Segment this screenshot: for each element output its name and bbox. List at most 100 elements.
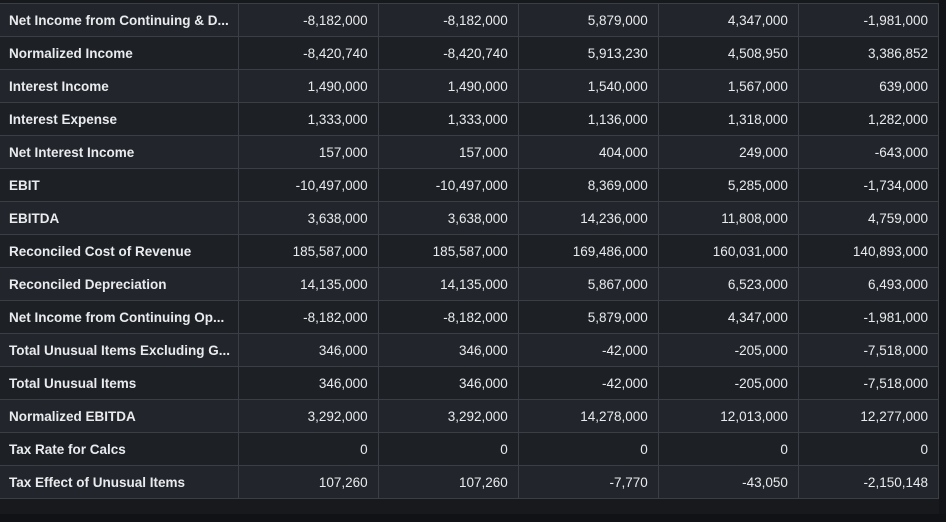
table-row: Net Income from Continuing Op... -8,182,0… [0,300,940,334]
row-label: Total Unusual Items [0,366,239,400]
table-cell-value: 185,587,000 [238,234,379,268]
table-row: Normalized Income -8,420,740 -8,420,740 5,9… [0,36,940,70]
table-cell-value: 11,808,000 [658,201,799,235]
table-cell-value: 1,540,000 [518,69,659,103]
table-row: Tax Rate for Calcs 0 0 0 0 0 [0,432,940,466]
table-cell-value: -42,000 [518,333,659,367]
table-cell-value: 8,369,000 [518,168,659,202]
financials-table: Net Income from Continuing & D... -8,182,… [0,3,940,499]
table-cell-value: 1,333,000 [378,102,519,136]
table-cell-value: 3,638,000 [238,201,379,235]
table-cell-value: 140,893,000 [798,234,940,268]
table-cell-value: -7,518,000 [798,366,940,400]
table-row: Tax Effect of Unusual Items 107,260 107,26… [0,465,940,499]
row-label: Total Unusual Items Excluding G... [0,333,239,367]
table-cell-value: 1,490,000 [238,69,379,103]
table-row: Reconciled Depreciation 14,135,000 14,135,… [0,267,940,301]
table-cell-value: 107,260 [238,465,379,499]
table-cell-value: -8,182,000 [238,300,379,334]
table-cell-value: 4,347,000 [658,300,799,334]
table-row: Reconciled Cost of Revenue 185,587,000 185… [0,234,940,268]
table-cell-value: 3,638,000 [378,201,519,235]
row-label: Normalized Income [0,36,239,70]
table-cell-value: 346,000 [378,366,519,400]
table-cell-value: 14,236,000 [518,201,659,235]
table-cell-value: 5,879,000 [518,300,659,334]
table-cell-value: 1,318,000 [658,102,799,136]
table-row: Total Unusual Items 346,000 346,000 -42,000… [0,366,940,400]
table-row: Interest Expense 1,333,000 1,333,000 1,136,… [0,102,940,136]
table-cell-value: -8,182,000 [238,3,379,37]
table-cell-value: 14,135,000 [378,267,519,301]
table-cell-value: 3,292,000 [238,399,379,433]
table-cell-value: -1,981,000 [798,3,940,37]
table-cell-value: -8,420,740 [238,36,379,70]
table-cell-value: 0 [658,432,799,466]
table-cell-value: -7,770 [518,465,659,499]
table-cell-value: 14,278,000 [518,399,659,433]
table-cell-value: -10,497,000 [238,168,379,202]
row-label: Tax Effect of Unusual Items [0,465,239,499]
table-cell-value: -205,000 [658,333,799,367]
table-cell-value: 5,879,000 [518,3,659,37]
table-cell-value: 6,493,000 [798,267,940,301]
table-cell-value: 404,000 [518,135,659,169]
table-cell-value: 107,260 [378,465,519,499]
table-row: Net Income from Continuing & D... -8,182,… [0,3,940,37]
table-cell-value: 4,347,000 [658,3,799,37]
row-label: Net Income from Continuing & D... [0,3,239,37]
table-row: Interest Income 1,490,000 1,490,000 1,540,0… [0,69,940,103]
row-label: Net Interest Income [0,135,239,169]
table-cell-value: 0 [518,432,659,466]
table-cell-value: 1,282,000 [798,102,940,136]
table-cell-value: 346,000 [378,333,519,367]
row-label: EBIT [0,168,239,202]
table-cell-value: 157,000 [378,135,519,169]
table-cell-value: 3,386,852 [798,36,940,70]
table-cell-value: 0 [238,432,379,466]
table-cell-value: 346,000 [238,333,379,367]
table-cell-value: 5,867,000 [518,267,659,301]
scrollbar-track[interactable] [939,0,946,514]
table-cell-value: -43,050 [658,465,799,499]
table-cell-value: 4,759,000 [798,201,940,235]
table-cell-value: -1,734,000 [798,168,940,202]
row-label: EBITDA [0,201,239,235]
table-cell-value: -8,420,740 [378,36,519,70]
table-cell-value: 1,333,000 [238,102,379,136]
table-cell-value: 5,913,230 [518,36,659,70]
table-row: EBITDA 3,638,000 3,638,000 14,236,000 11,808… [0,201,940,235]
table-cell-value: -10,497,000 [378,168,519,202]
table-cell-value: 4,508,950 [658,36,799,70]
table-cell-value: -42,000 [518,366,659,400]
table-cell-value: -643,000 [798,135,940,169]
table-cell-value: 12,013,000 [658,399,799,433]
row-label: Interest Income [0,69,239,103]
table-cell-value: 249,000 [658,135,799,169]
table-cell-value: 14,135,000 [238,267,379,301]
table-cell-value: -1,981,000 [798,300,940,334]
table-cell-value: 0 [798,432,940,466]
row-label: Reconciled Depreciation [0,267,239,301]
table-cell-value: 185,587,000 [378,234,519,268]
table-cell-value: 6,523,000 [658,267,799,301]
table-cell-value: 160,031,000 [658,234,799,268]
table-cell-value: 1,136,000 [518,102,659,136]
table-cell-value: 1,490,000 [378,69,519,103]
bottom-edge [0,514,946,522]
table-cell-value: 5,285,000 [658,168,799,202]
table-cell-value: -2,150,148 [798,465,940,499]
row-label: Interest Expense [0,102,239,136]
table-cell-value: 3,292,000 [378,399,519,433]
row-label: Normalized EBITDA [0,399,239,433]
row-label: Reconciled Cost of Revenue [0,234,239,268]
table-cell-value: -7,518,000 [798,333,940,367]
table-cell-value: 346,000 [238,366,379,400]
row-label: Tax Rate for Calcs [0,432,239,466]
table-cell-value: 639,000 [798,69,940,103]
table-row: Total Unusual Items Excluding G... 346,00… [0,333,940,367]
table-row: EBIT -10,497,000 -10,497,000 8,369,000 5,285… [0,168,940,202]
table-row: Normalized EBITDA 3,292,000 3,292,000 14,27… [0,399,940,433]
table-cell-value: -8,182,000 [378,3,519,37]
